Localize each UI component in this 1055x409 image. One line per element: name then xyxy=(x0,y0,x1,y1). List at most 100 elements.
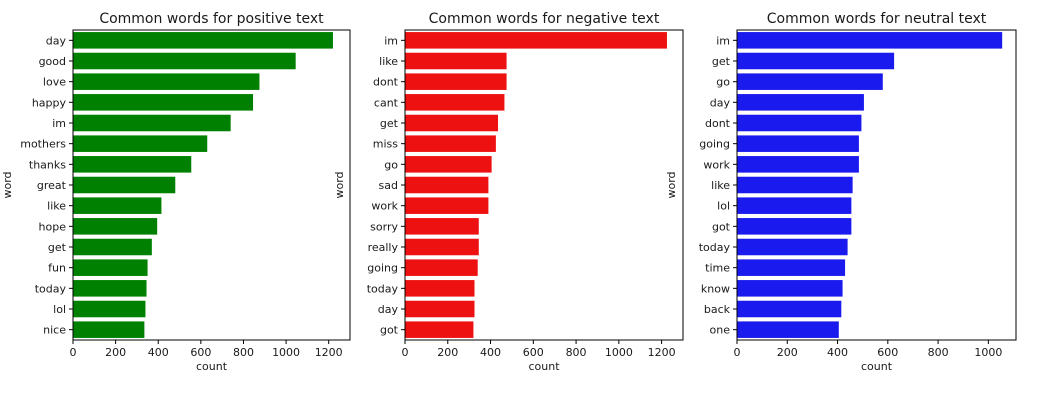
bar xyxy=(73,156,192,173)
y-axis-label: word xyxy=(665,171,678,198)
y-tick-label: one xyxy=(710,324,731,337)
bar xyxy=(73,94,254,111)
bar xyxy=(737,300,842,318)
y-tick-label: day xyxy=(46,34,67,47)
y-tick-label: im xyxy=(52,117,66,130)
y-tick-label: today xyxy=(699,241,731,254)
y-tick-label: going xyxy=(367,262,398,275)
bar xyxy=(405,52,507,70)
x-tick-label: 200 xyxy=(777,346,798,359)
y-tick-label: back xyxy=(704,303,731,316)
y-tick-label: know xyxy=(701,282,730,295)
bar xyxy=(405,300,475,318)
y-tick-label: im xyxy=(716,34,730,47)
y-tick-label: lol xyxy=(53,303,66,316)
bar xyxy=(73,321,145,338)
bar xyxy=(73,52,296,70)
bar xyxy=(405,321,474,338)
y-tick-label: great xyxy=(37,179,67,192)
y-tick-label: really xyxy=(368,241,399,254)
x-tick-label: 200 xyxy=(105,346,126,359)
x-tick-label: 1000 xyxy=(605,346,633,359)
bar xyxy=(405,176,489,194)
y-tick-label: today xyxy=(367,282,399,295)
bar xyxy=(405,218,479,235)
x-tick-label: 800 xyxy=(928,346,949,359)
y-tick-label: day xyxy=(710,96,731,109)
y-axis-label: word xyxy=(1,171,14,198)
y-tick-label: sad xyxy=(379,179,398,192)
y-tick-label: go xyxy=(716,76,730,89)
x-tick-label: 1000 xyxy=(974,346,1002,359)
y-tick-label: lol xyxy=(717,200,730,213)
y-tick-label: like xyxy=(379,55,398,68)
bar xyxy=(73,73,260,90)
bar xyxy=(737,135,859,152)
y-tick-label: work xyxy=(703,158,730,171)
bar xyxy=(73,300,146,318)
y-tick-label: got xyxy=(712,220,731,233)
bar xyxy=(405,280,475,297)
bar xyxy=(737,114,862,132)
x-axis-label: count xyxy=(528,360,560,373)
bar xyxy=(73,135,208,152)
bar xyxy=(737,321,839,338)
bar xyxy=(405,73,507,90)
x-tick-label: 800 xyxy=(233,346,254,359)
y-tick-label: happy xyxy=(32,96,67,109)
bar xyxy=(737,238,848,256)
bar xyxy=(73,176,176,194)
bar xyxy=(73,218,158,235)
y-tick-label: love xyxy=(43,76,66,89)
x-tick-label: 400 xyxy=(827,346,848,359)
y-tick-label: miss xyxy=(373,138,399,151)
x-tick-label: 600 xyxy=(523,346,544,359)
y-tick-label: thanks xyxy=(29,158,66,171)
chart-title: Common words for neutral text xyxy=(767,11,987,27)
bar xyxy=(405,32,667,49)
bar xyxy=(73,197,162,214)
x-axis-label: count xyxy=(861,360,893,373)
chart-panel-1: day good love happy im mothers thanks great like… xyxy=(1,11,351,373)
x-tick-label: 0 xyxy=(402,346,409,359)
bar xyxy=(405,156,492,173)
bar xyxy=(73,259,148,276)
x-tick-label: 1000 xyxy=(272,346,300,359)
x-tick-label: 400 xyxy=(148,346,169,359)
y-tick-label: got xyxy=(380,324,399,337)
y-tick-label: nice xyxy=(43,324,66,337)
x-tick-label: 600 xyxy=(190,346,211,359)
bar xyxy=(73,114,231,132)
y-tick-label: day xyxy=(378,303,399,316)
y-tick-label: get xyxy=(712,55,731,68)
bar xyxy=(737,156,859,173)
bar xyxy=(73,238,152,256)
y-tick-label: cant xyxy=(374,96,399,109)
y-tick-label: get xyxy=(48,241,67,254)
bar xyxy=(405,197,489,214)
bar xyxy=(405,94,505,111)
bar xyxy=(737,259,846,276)
y-tick-label: dont xyxy=(373,76,399,89)
y-tick-label: dont xyxy=(705,117,731,130)
y-tick-label: like xyxy=(47,200,66,213)
bar xyxy=(737,218,852,235)
y-tick-label: time xyxy=(705,262,730,275)
bar xyxy=(737,280,843,297)
chart-title: Common words for negative text xyxy=(429,11,660,27)
y-tick-label: get xyxy=(380,117,399,130)
chart-title: Common words for positive text xyxy=(99,11,324,27)
x-tick-label: 200 xyxy=(437,346,458,359)
bar xyxy=(737,73,883,90)
y-tick-label: mothers xyxy=(20,138,66,151)
chart-panel-2: im like dont cant get miss go sad work sorry reall… xyxy=(333,11,684,373)
y-tick-label: fun xyxy=(48,262,66,275)
y-tick-label: work xyxy=(371,200,398,213)
y-tick-label: today xyxy=(35,282,67,295)
y-tick-label: like xyxy=(711,179,730,192)
y-tick-label: im xyxy=(384,34,398,47)
x-tick-label: 800 xyxy=(566,346,587,359)
y-tick-label: hope xyxy=(39,220,67,233)
bar xyxy=(737,176,853,194)
x-axis-label: count xyxy=(196,360,228,373)
